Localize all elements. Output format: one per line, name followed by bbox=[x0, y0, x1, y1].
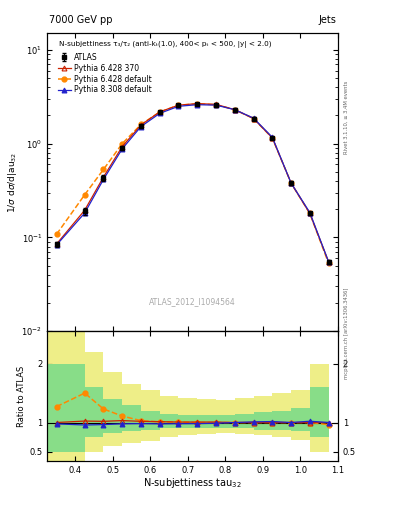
Text: 7000 GeV pp: 7000 GeV pp bbox=[49, 14, 113, 25]
Pythia 8.308 default bbox=[251, 115, 256, 121]
Pythia 6.428 370 bbox=[270, 135, 275, 141]
Pythia 6.428 370 bbox=[101, 174, 106, 180]
Pythia 6.428 370 bbox=[195, 100, 200, 106]
Pythia 8.308 default bbox=[139, 123, 143, 130]
Pythia 6.428 370 bbox=[289, 180, 294, 186]
Pythia 6.428 370 bbox=[120, 143, 125, 150]
Line: Pythia 6.428 370: Pythia 6.428 370 bbox=[54, 101, 331, 264]
Pythia 8.308 default bbox=[326, 259, 331, 265]
Pythia 6.428 370 bbox=[139, 122, 143, 128]
Pythia 8.308 default bbox=[82, 210, 87, 216]
Text: mcplots.cern.ch [arXiv:1306.3436]: mcplots.cern.ch [arXiv:1306.3436] bbox=[344, 287, 349, 378]
Y-axis label: 1/$\sigma$ d$\sigma$/d|au$_{32}$: 1/$\sigma$ d$\sigma$/d|au$_{32}$ bbox=[6, 152, 19, 213]
Pythia 6.428 370 bbox=[54, 241, 59, 247]
Pythia 8.308 default bbox=[232, 106, 237, 113]
Pythia 8.308 default bbox=[120, 146, 125, 152]
Pythia 6.428 default bbox=[139, 121, 143, 127]
Pythia 6.428 default bbox=[82, 191, 87, 198]
Pythia 8.308 default bbox=[157, 110, 162, 116]
Pythia 6.428 default bbox=[251, 116, 256, 122]
Pythia 6.428 370 bbox=[307, 210, 312, 217]
Pythia 6.428 370 bbox=[176, 102, 181, 108]
Text: ATLAS_2012_I1094564: ATLAS_2012_I1094564 bbox=[149, 297, 236, 306]
Pythia 6.428 default bbox=[289, 180, 294, 186]
Pythia 8.308 default bbox=[214, 102, 219, 108]
Pythia 8.308 default bbox=[54, 242, 59, 248]
Pythia 6.428 default bbox=[120, 141, 125, 147]
Pythia 6.428 default bbox=[54, 231, 59, 238]
Pythia 6.428 370 bbox=[214, 101, 219, 108]
Pythia 8.308 default bbox=[270, 134, 275, 140]
Pythia 8.308 default bbox=[289, 180, 294, 186]
Text: Jets: Jets bbox=[318, 14, 336, 25]
Text: N-subjettiness τ₃/τ₂ (anti-kₜ(1.0), 400< pₜ < 500, |y| < 2.0): N-subjettiness τ₃/τ₂ (anti-kₜ(1.0), 400<… bbox=[59, 41, 271, 48]
Pythia 6.428 370 bbox=[82, 207, 87, 214]
Pythia 6.428 default bbox=[326, 260, 331, 266]
Pythia 6.428 default bbox=[195, 101, 200, 107]
Pythia 6.428 default bbox=[176, 102, 181, 108]
Pythia 6.428 default bbox=[270, 135, 275, 141]
Y-axis label: Ratio to ATLAS: Ratio to ATLAS bbox=[17, 366, 26, 426]
Pythia 6.428 default bbox=[232, 106, 237, 113]
Pythia 8.308 default bbox=[176, 103, 181, 110]
Pythia 8.308 default bbox=[195, 101, 200, 108]
Line: Pythia 6.428 default: Pythia 6.428 default bbox=[54, 101, 331, 266]
Pythia 6.428 370 bbox=[326, 259, 331, 265]
Pythia 6.428 370 bbox=[251, 116, 256, 122]
Pythia 6.428 default bbox=[214, 101, 219, 108]
Pythia 8.308 default bbox=[101, 176, 106, 182]
Pythia 6.428 default bbox=[157, 109, 162, 115]
X-axis label: N-subjettiness tau$_{32}$: N-subjettiness tau$_{32}$ bbox=[143, 476, 242, 490]
Pythia 6.428 default bbox=[307, 210, 312, 217]
Legend: ATLAS, Pythia 6.428 370, Pythia 6.428 default, Pythia 8.308 default: ATLAS, Pythia 6.428 370, Pythia 6.428 de… bbox=[57, 52, 153, 95]
Line: Pythia 8.308 default: Pythia 8.308 default bbox=[54, 102, 331, 264]
Pythia 6.428 370 bbox=[157, 109, 162, 115]
Text: Rivet 3.1.10, ≥ 3.4M events: Rivet 3.1.10, ≥ 3.4M events bbox=[344, 81, 349, 155]
Pythia 8.308 default bbox=[307, 209, 312, 216]
Pythia 6.428 370 bbox=[232, 106, 237, 113]
Pythia 6.428 default bbox=[101, 166, 106, 173]
